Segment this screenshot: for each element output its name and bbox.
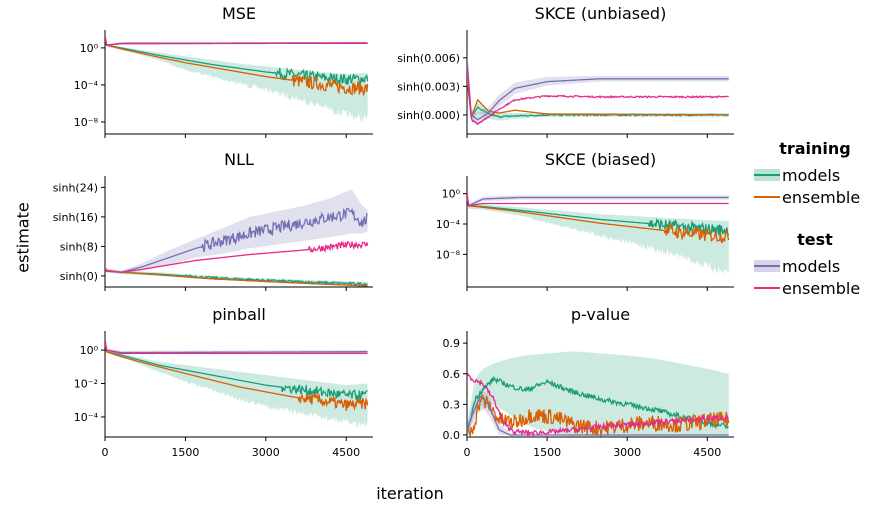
y-tick-label: sinh(8) — [60, 240, 98, 253]
y-tick-label: 10⁰ — [80, 344, 99, 357]
panel-p-value: p-value 0.9 0.6 0.3 0.00 1500 3000 4500 — [443, 305, 734, 459]
panel-title: MSE — [222, 4, 256, 23]
band-training-models — [467, 351, 729, 437]
band-training-models — [105, 336, 368, 429]
series-test-ensemble — [467, 68, 729, 126]
y-tick-label: 10⁻⁴ — [436, 218, 461, 231]
x-tick-label: 3000 — [613, 446, 641, 459]
series-training-ensemble — [105, 36, 369, 97]
y-tick-label: 10⁰ — [80, 42, 99, 55]
series-test-ensemble — [105, 339, 368, 355]
series-test-models — [105, 207, 368, 273]
figure-xlabel: iteration — [376, 484, 444, 503]
y-tick-label: 10⁰ — [442, 188, 461, 201]
y-tick-label: sinh(0.000) — [397, 109, 460, 122]
y-tick-label: 10⁻⁸ — [436, 248, 461, 261]
y-tick-label: 0.0 — [443, 429, 461, 442]
series-test-ensemble — [467, 193, 729, 207]
panel-pinball: pinball 10⁰ 10⁻² 10⁻⁴ 0 1500 3000 4500 — [74, 305, 373, 459]
legend-title-training: training — [779, 139, 851, 158]
legend-entry-training-models: models — [754, 164, 876, 186]
series-test-ensemble — [467, 372, 729, 437]
y-tick-label: sinh(0.003) — [397, 80, 460, 93]
series-training-ensemble — [105, 339, 369, 412]
legend-label: ensemble — [782, 187, 861, 207]
band-test-models — [105, 189, 368, 274]
panel-skce-biased: SKCE (biased) 10⁰ 10⁻⁴ 10⁻⁸ — [436, 150, 734, 291]
panel-title: SKCE (unbiased) — [535, 4, 667, 23]
panel-title: NLL — [224, 150, 254, 169]
legend-swatch-test-ensemble — [754, 280, 780, 296]
y-tick-label: 10⁻² — [74, 377, 98, 390]
legend-entry-training-ensemble: ensemble — [754, 186, 876, 208]
legend-entry-test-models: models — [754, 255, 876, 277]
legend-swatch-training-models — [754, 167, 780, 183]
y-tick-label: 0.9 — [443, 337, 461, 350]
plot-area — [467, 351, 730, 437]
series-test-ensemble — [105, 240, 369, 273]
y-tick-label: sinh(16) — [53, 211, 98, 224]
plot-area — [105, 336, 369, 429]
plot-area — [105, 34, 369, 123]
series-training-ensemble — [467, 76, 729, 117]
y-tick-label: 10⁻⁸ — [74, 116, 99, 129]
y-tick-label: 10⁻⁴ — [74, 79, 99, 92]
legend-label: models — [782, 165, 841, 185]
y-tick-label: 10⁻⁴ — [74, 411, 99, 424]
x-tick-label: 1500 — [533, 446, 561, 459]
series-training-models — [105, 338, 368, 401]
x-tick-label: 1500 — [171, 446, 199, 459]
series-test-models — [467, 57, 729, 121]
plot-area — [467, 191, 730, 275]
plot-area — [105, 189, 369, 287]
legend-swatch-training-ensemble — [754, 189, 780, 205]
y-tick-label: 0.6 — [443, 368, 461, 381]
x-tick-label: 4500 — [693, 446, 721, 459]
band-test-models — [467, 191, 729, 209]
series-training-ensemble — [105, 266, 368, 287]
panel-mse: MSE 10⁰ 10⁻⁴ 10⁻⁸ — [74, 4, 373, 138]
panel-title: p-value — [571, 305, 630, 324]
legend-swatch-test-models — [754, 258, 780, 274]
legend: training models ensemble test models ens… — [754, 139, 876, 299]
series-test-models — [467, 193, 729, 207]
legend-label: models — [782, 256, 841, 276]
y-tick-label: sinh(0) — [60, 270, 98, 283]
x-tick-label: 3000 — [252, 446, 280, 459]
figure-ylabel: estimate — [13, 202, 33, 273]
x-tick-label: 0 — [464, 446, 471, 459]
panel-nll: NLL sinh(24) sinh(16) sinh(8) sinh(0) — [53, 150, 373, 291]
plot-area — [467, 48, 730, 126]
series-training-ensemble — [467, 193, 730, 244]
panel-title: SKCE (biased) — [545, 150, 656, 169]
band-training-models — [467, 67, 729, 122]
series-test-ensemble — [105, 35, 368, 46]
y-tick-label: 0.3 — [443, 398, 461, 411]
x-tick-label: 4500 — [332, 446, 360, 459]
series-test-models — [105, 339, 368, 354]
legend-label: ensemble — [782, 278, 861, 298]
legend-entry-test-ensemble: ensemble — [754, 277, 876, 299]
panel-title: pinball — [212, 305, 266, 324]
legend-title-test: test — [797, 230, 833, 249]
series-training-models — [467, 193, 730, 238]
x-tick-label: 0 — [102, 446, 109, 459]
y-tick-label: sinh(24) — [53, 181, 98, 194]
y-tick-label: sinh(0.006) — [397, 52, 460, 65]
panel-skce-unbiased: SKCE (unbiased) sinh(0.006) sinh(0.003) sin… — [397, 4, 734, 138]
series-training-models — [105, 35, 369, 87]
series-test-models — [467, 396, 729, 436]
